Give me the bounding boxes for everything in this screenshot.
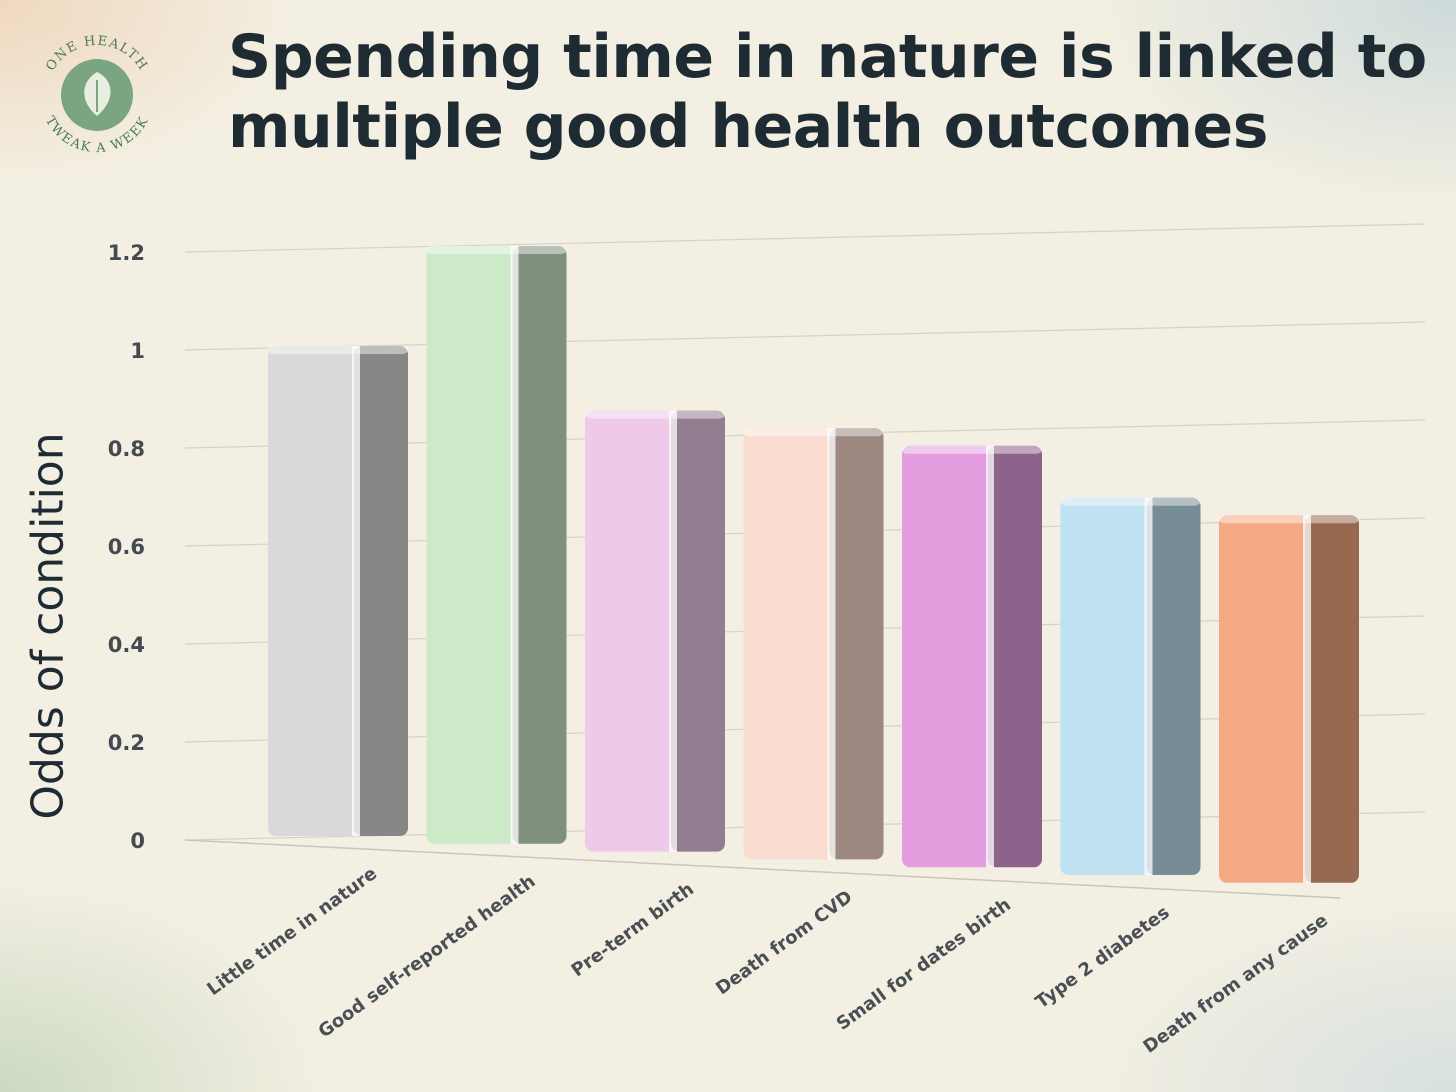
bar-side <box>354 346 408 836</box>
x-axis-line <box>184 839 1341 899</box>
y-tick-label: 0 <box>130 829 145 853</box>
x-tick-label: Death from CVD <box>712 886 856 999</box>
y-tick-label: 0.8 <box>108 437 145 461</box>
bar-highlight <box>352 346 360 836</box>
y-tick-label: 0.6 <box>108 535 145 559</box>
bar-side <box>671 410 725 852</box>
bar-top <box>902 445 1042 454</box>
bar-side <box>1146 497 1201 875</box>
bar-top <box>1060 497 1201 506</box>
y-tick-label: 1.2 <box>108 241 145 265</box>
y-tick-label: 0.2 <box>108 731 145 755</box>
bar-front <box>1219 515 1311 883</box>
bar-highlight <box>827 428 836 860</box>
x-tick-label: Little time in nature <box>203 863 381 1000</box>
bar <box>585 410 725 852</box>
bar <box>902 445 1042 868</box>
bar-front <box>743 428 836 860</box>
bar-highlight <box>1303 515 1311 883</box>
x-tick-label: Small for dates birth <box>833 894 1015 1034</box>
x-tick-label: Pre-term birth <box>568 879 698 982</box>
bar-highlight <box>669 410 677 852</box>
logo: ONE HEALTH TWEAK A WEEK <box>42 34 151 157</box>
bar-front <box>268 346 360 836</box>
bar-top <box>743 428 884 437</box>
x-tick-label: Type 2 diabetes <box>1032 902 1174 1013</box>
y-tick-label: 1 <box>130 339 145 363</box>
bar-highlight <box>986 445 994 868</box>
gridline <box>184 321 1426 351</box>
gridline <box>184 223 1426 253</box>
bar-front <box>585 410 677 852</box>
bar-side <box>829 428 884 860</box>
bar-side <box>1305 515 1359 883</box>
chart-title: Spending time in nature is linked to mul… <box>228 22 1427 162</box>
y-tick-label: 0.4 <box>108 633 145 657</box>
bar <box>426 246 567 844</box>
bar <box>743 428 884 860</box>
bar-top <box>426 246 567 254</box>
bar-side <box>988 445 1042 868</box>
bar-highlight <box>510 246 519 844</box>
bar-side <box>512 246 567 844</box>
bar-top <box>1219 515 1359 524</box>
bar-top <box>585 410 725 419</box>
bar <box>1219 515 1359 883</box>
bar <box>268 346 408 836</box>
bar <box>1060 497 1201 875</box>
bar-highlight <box>1144 497 1153 875</box>
bar-front <box>902 445 994 868</box>
x-tick-label: Death from any cause <box>1140 910 1332 1058</box>
bar-top <box>268 346 408 354</box>
bar-front <box>1060 497 1153 875</box>
bar-front <box>426 246 519 844</box>
